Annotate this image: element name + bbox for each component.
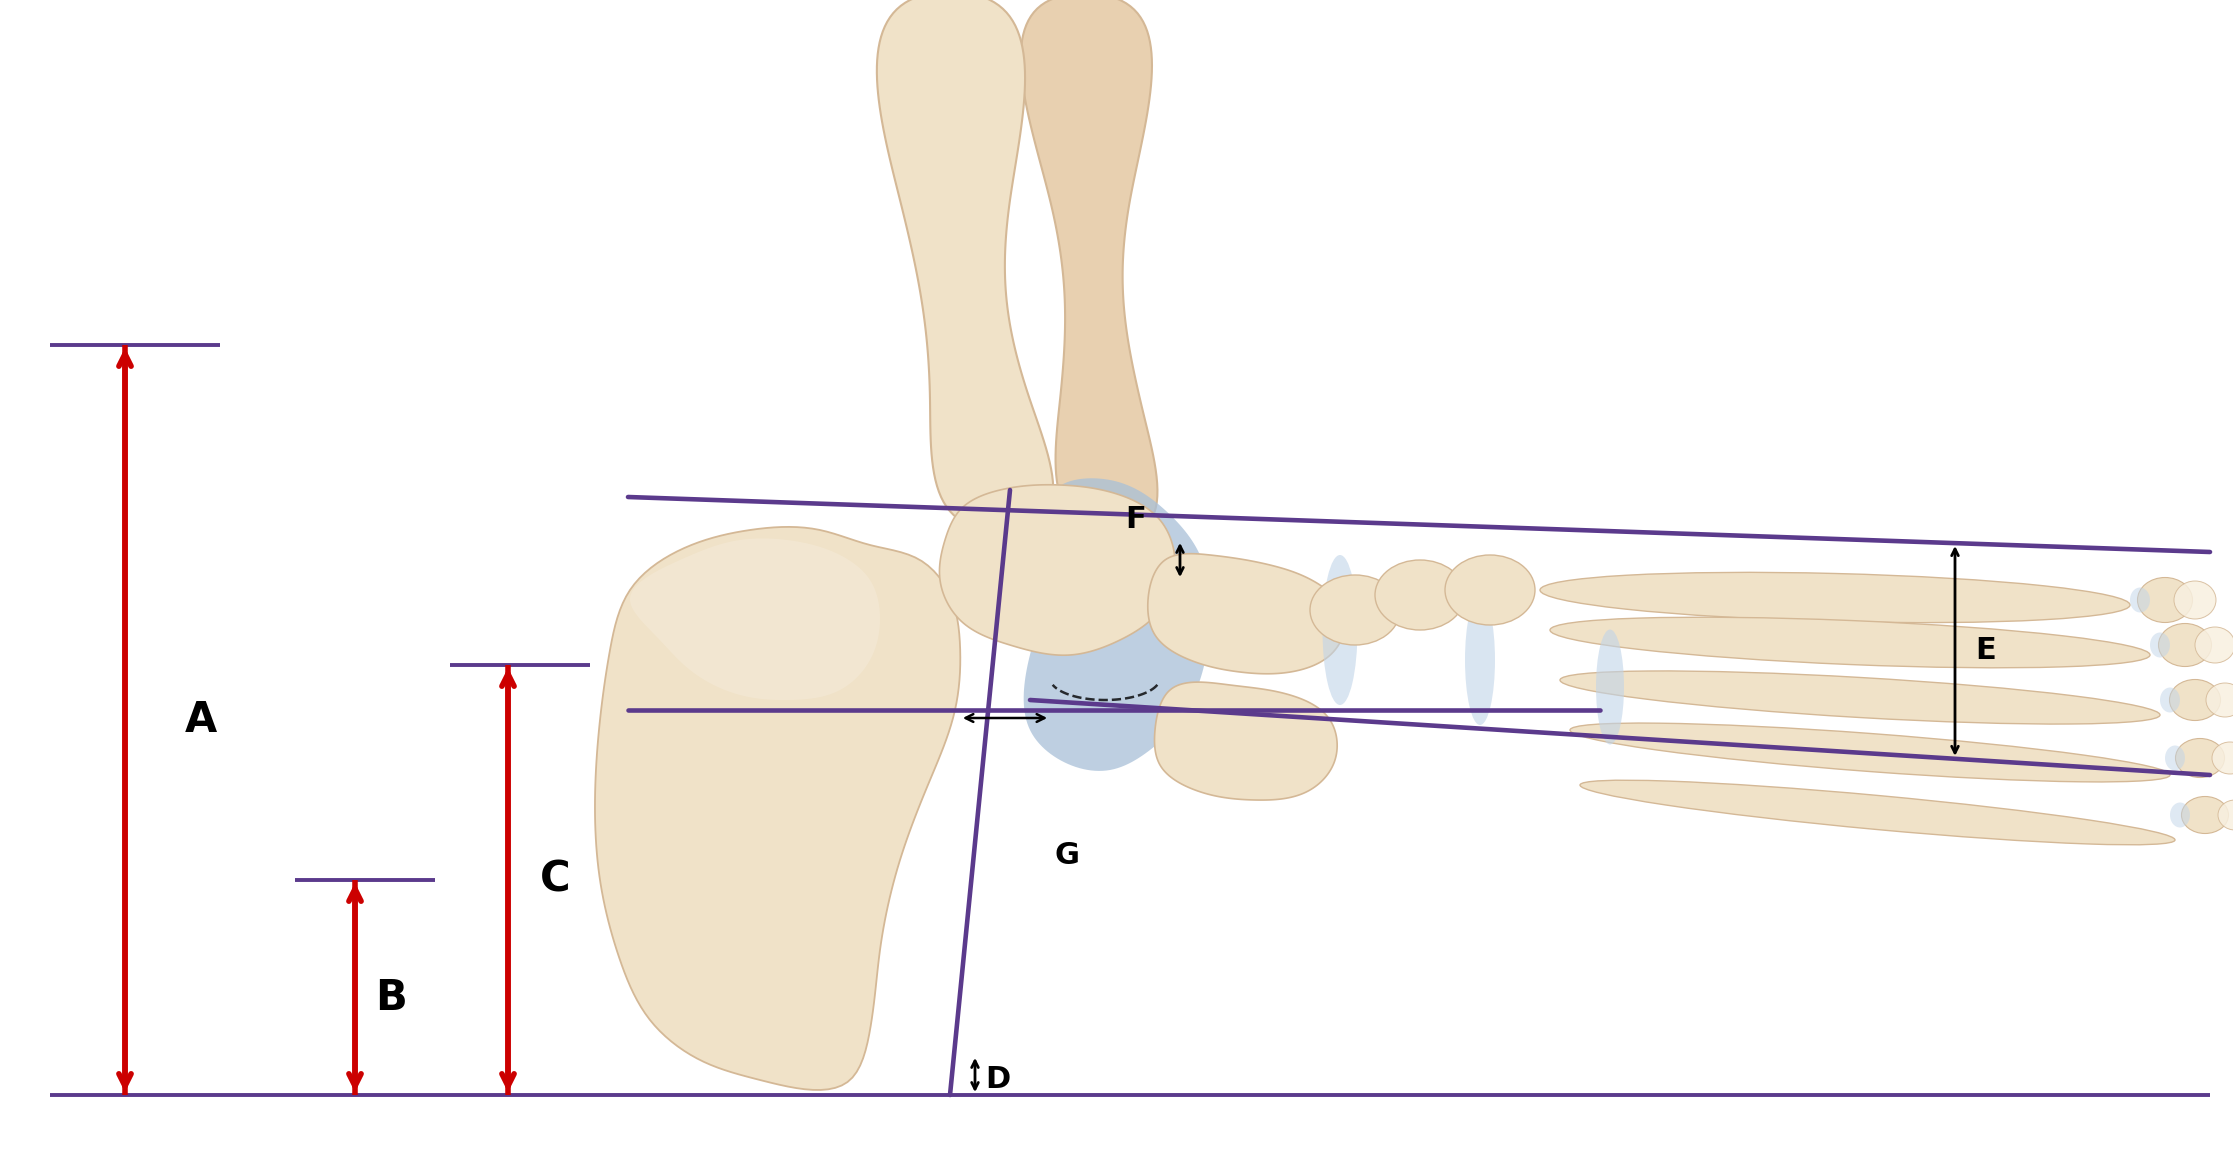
Text: D: D [985,1065,1009,1094]
Polygon shape [1020,0,1157,535]
Ellipse shape [2159,623,2211,667]
Ellipse shape [2130,587,2150,613]
Ellipse shape [1465,595,1496,725]
Ellipse shape [1581,780,2175,845]
Ellipse shape [1311,576,1400,645]
Ellipse shape [2175,739,2224,777]
Ellipse shape [1322,555,1358,705]
Polygon shape [594,527,960,1090]
Text: G: G [1054,841,1081,870]
Ellipse shape [2137,578,2193,623]
Ellipse shape [2206,683,2233,717]
Ellipse shape [2170,802,2191,828]
Ellipse shape [2182,797,2229,834]
Polygon shape [1023,478,1210,771]
Ellipse shape [2175,581,2215,620]
Polygon shape [940,485,1175,655]
Ellipse shape [2170,680,2220,720]
Polygon shape [1154,682,1338,800]
Ellipse shape [2195,626,2233,664]
Ellipse shape [1445,555,1534,625]
Text: B: B [375,976,406,1019]
Text: E: E [1974,637,1996,666]
Ellipse shape [1550,617,2150,668]
Ellipse shape [2166,746,2186,770]
Ellipse shape [1376,560,1465,630]
Ellipse shape [1597,630,1623,745]
Ellipse shape [1561,670,2159,724]
Ellipse shape [2213,742,2233,774]
Text: C: C [540,859,572,901]
Text: F: F [1125,506,1146,535]
Ellipse shape [2159,688,2179,712]
Polygon shape [878,0,1054,530]
Ellipse shape [1570,723,2170,782]
Polygon shape [630,538,880,701]
Text: A: A [185,699,217,741]
Ellipse shape [2217,800,2233,830]
Ellipse shape [1541,572,2130,623]
Polygon shape [1148,554,1346,674]
Ellipse shape [2150,632,2170,658]
